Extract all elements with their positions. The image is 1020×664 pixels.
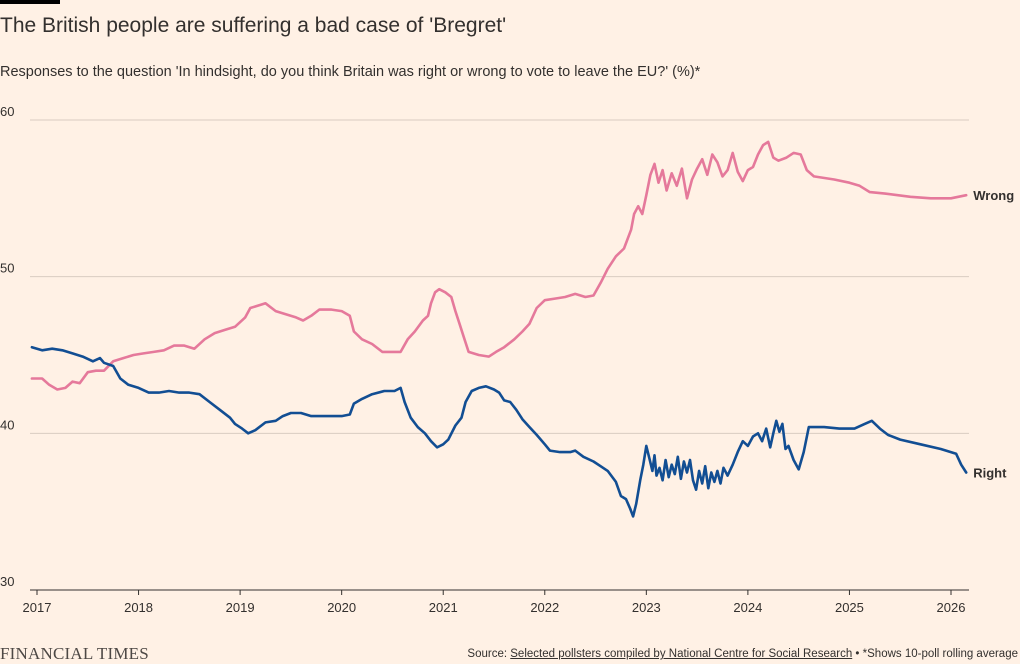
x-tick-label: 2020 bbox=[327, 600, 356, 615]
x-tick-label: 2026 bbox=[937, 600, 966, 615]
series-label-wrong: Wrong bbox=[973, 188, 1014, 203]
source-note: Source: Selected pollsters compiled by N… bbox=[467, 648, 1018, 660]
x-tick-label: 2018 bbox=[124, 600, 153, 615]
y-tick-label: 30 bbox=[0, 574, 14, 589]
chart-subtitle: Responses to the question 'In hindsight,… bbox=[0, 64, 701, 80]
x-tick-label: 2024 bbox=[733, 600, 762, 615]
x-tick-label: 2023 bbox=[632, 600, 661, 615]
series-line-wrong bbox=[30, 140, 968, 391]
x-tick-label: 2025 bbox=[835, 600, 864, 615]
series-label-right: Right bbox=[973, 466, 1007, 481]
source-link[interactable]: Selected pollsters compiled by National … bbox=[510, 648, 853, 660]
x-tick-label: 2021 bbox=[429, 600, 458, 615]
series-labels: Wrong Right bbox=[973, 188, 1014, 480]
x-tick-label: 2022 bbox=[530, 600, 559, 615]
ft-logo: FINANCIAL TIMES bbox=[0, 644, 149, 663]
source-suffix: • *Shows 10-poll rolling average bbox=[852, 648, 1018, 660]
x-tick-label: 2017 bbox=[23, 600, 52, 615]
x-tick-label: 2019 bbox=[226, 600, 255, 615]
y-tick-label: 40 bbox=[0, 417, 14, 432]
x-axis: 2017 2018 2019 2020 2021 2022 2023 2024 2025 2026 bbox=[23, 590, 966, 615]
gridlines: 30 40 50 60 bbox=[0, 104, 969, 591]
chart-title: The British people are suffering a bad c… bbox=[0, 14, 507, 37]
y-tick-label: 60 bbox=[0, 104, 14, 119]
ft-top-bar bbox=[0, 0, 60, 4]
source-prefix: Source: bbox=[467, 648, 511, 660]
series-lines bbox=[30, 140, 968, 518]
y-tick-label: 50 bbox=[0, 261, 14, 276]
series-line-right bbox=[30, 345, 968, 518]
